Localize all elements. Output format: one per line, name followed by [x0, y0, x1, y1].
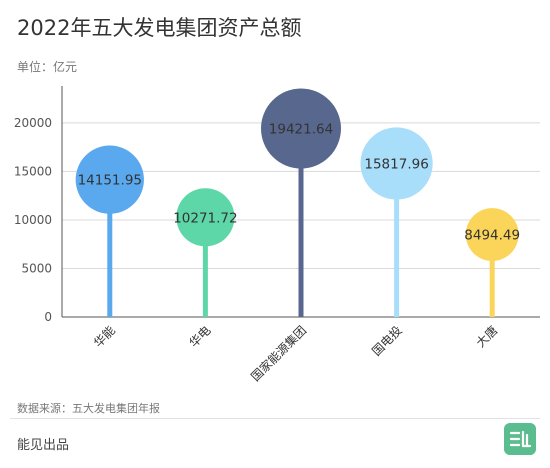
y-tick-label: 15000	[14, 164, 52, 178]
category-label-4: 大唐	[473, 323, 501, 351]
footer-divider	[10, 418, 540, 419]
footer-credit: 能见出品	[17, 438, 70, 453]
bubble-3	[360, 127, 433, 200]
category-label-2: 国家能源集团	[248, 323, 310, 385]
y-tick-label: 20000	[14, 116, 52, 130]
unit-label: 单位：亿元	[17, 60, 78, 74]
chart-title: 2022年五大发电集团资产总额	[17, 16, 302, 40]
value-label-3: 15817.96	[364, 156, 428, 172]
y-tick-label: 10000	[14, 213, 52, 227]
category-label-3: 国电投	[369, 323, 405, 359]
value-label-4: 8494.49	[464, 228, 520, 244]
y-tick-label: 0	[44, 310, 52, 324]
bubble-chart: 0 5000 10000 15000 20000 14151.95 华能 10271.72 华电…	[14, 86, 540, 385]
data-source: 数据来源：五大发电集团年报	[17, 402, 160, 415]
category-label-1: 华电	[187, 323, 214, 350]
value-label-0: 14151.95	[78, 173, 142, 189]
value-label-1: 10271.72	[173, 210, 237, 226]
y-tick-label: 5000	[21, 261, 52, 275]
bubble-1	[176, 188, 235, 247]
bubble-4	[465, 208, 519, 262]
brand-logo	[504, 423, 536, 455]
category-label-0: 华能	[91, 323, 118, 350]
bubble-0	[75, 145, 144, 214]
value-label-2: 19421.64	[269, 121, 333, 137]
bubble-2	[261, 88, 341, 169]
